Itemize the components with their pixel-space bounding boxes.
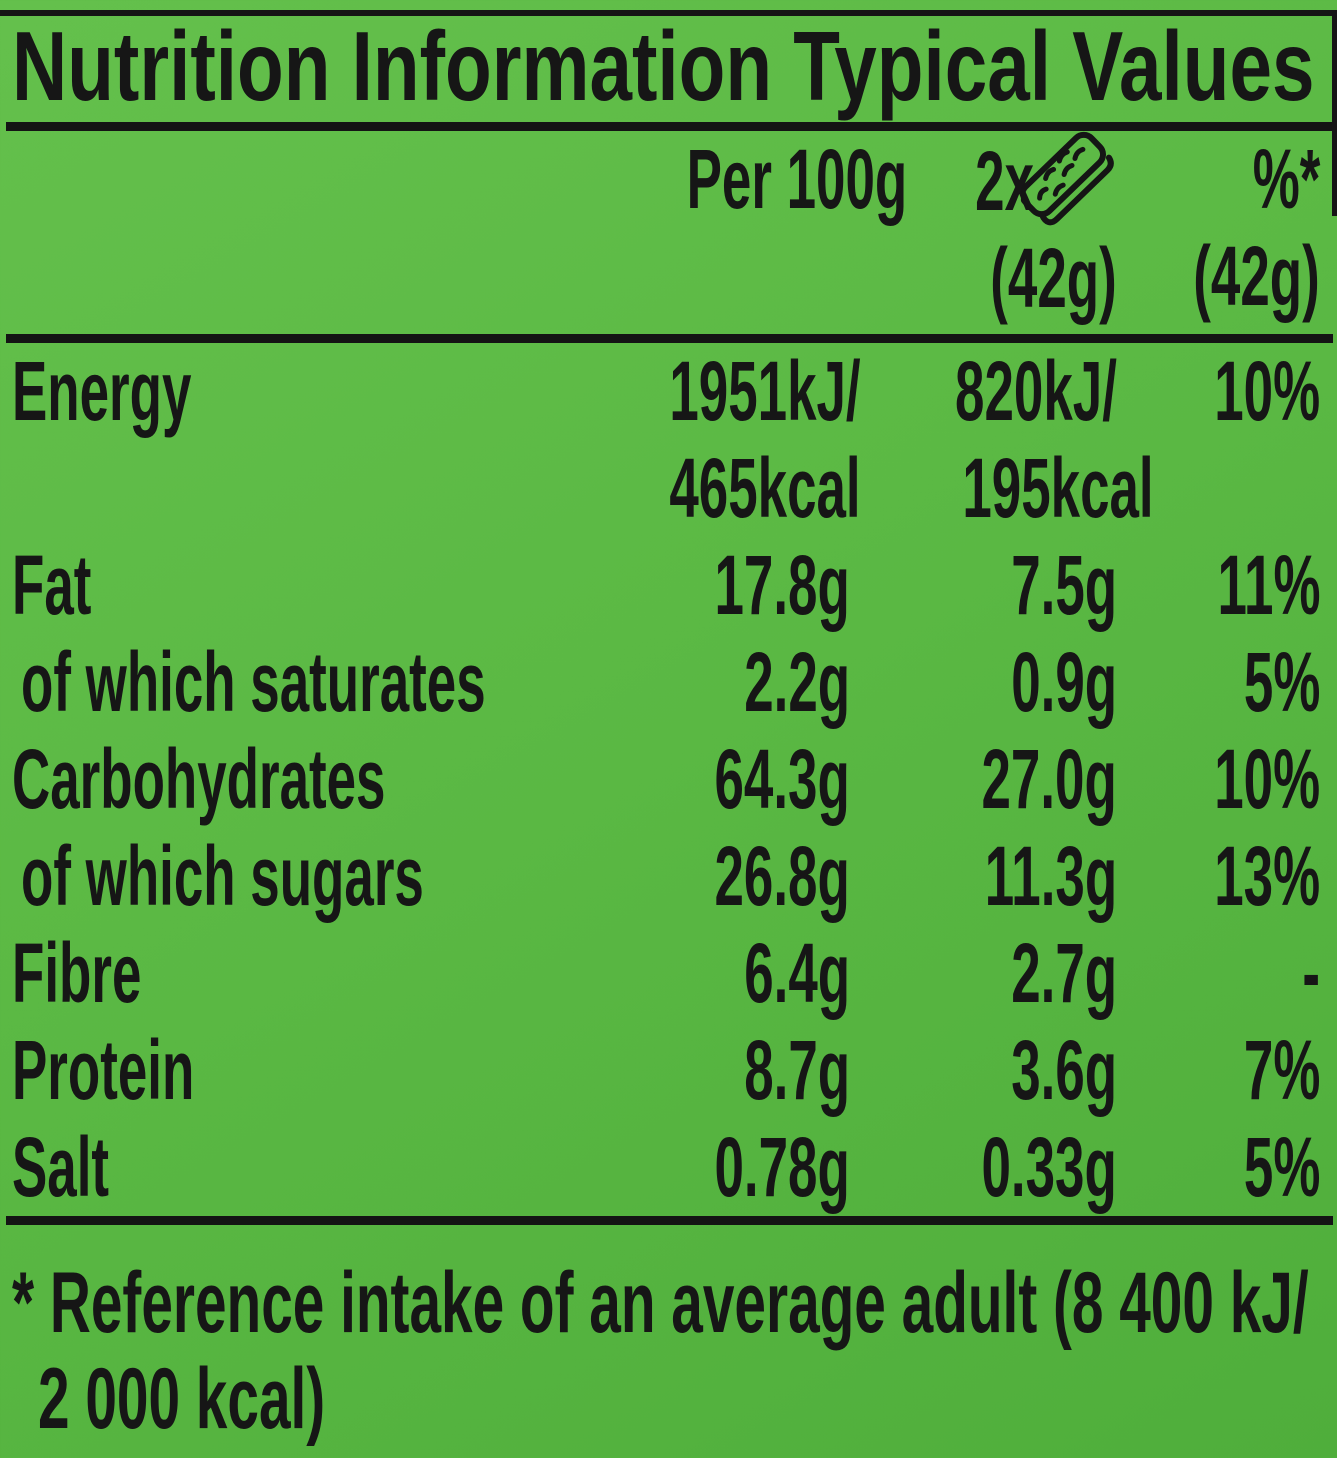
header-serving-prefix: 2x <box>975 134 1049 228</box>
cell-text: 0.33g <box>981 1120 1117 1214</box>
footnote-line2: 2 000 kcal) <box>38 1351 326 1447</box>
cell-text: 26.8g <box>714 829 850 923</box>
cell-text: Energy <box>12 344 192 438</box>
cell-text: Fibre <box>12 926 142 1020</box>
cell-per-serving: 3.6g <box>850 1022 1117 1119</box>
table-row: Carbohydrates 64.3g 27.0g 10% <box>12 731 1320 828</box>
table-row: Energy 1951kJ/465kcal 820kJ/195kcal 10% <box>12 343 1320 537</box>
cell-per-serving: 7.5g <box>850 537 1117 634</box>
cell-per-100g: 6.4g <box>557 925 850 1022</box>
cell-text: 6.4g <box>744 926 850 1020</box>
top-border <box>0 10 1337 16</box>
cell-per-serving: 0.33g <box>850 1119 1117 1216</box>
header-per-100g-label: Per 100g <box>686 132 908 226</box>
cell-text: 13% <box>1214 829 1320 923</box>
cell-label: Energy <box>12 343 557 537</box>
cell-per-serving: 0.9g <box>850 634 1117 731</box>
cell-label: of which saturates <box>12 634 557 731</box>
cell-text: 10% <box>1214 732 1320 826</box>
cell-text: 8.7g <box>744 1023 850 1117</box>
cell-text: 7.5g <box>1011 538 1117 632</box>
cell-label: Protein <box>12 1022 557 1119</box>
cell-per-100g: 26.8g <box>557 828 850 925</box>
cell-per-100g: 1951kJ/465kcal <box>557 343 860 537</box>
rule-under-title <box>6 122 1333 131</box>
cell-text: 7% <box>1243 1023 1320 1117</box>
header-cell-empty <box>12 131 557 327</box>
nutrition-label: Nutrition Information Typical Values Per… <box>0 10 1337 1458</box>
header-cell-per-serving: 2x (42g) <box>850 131 1117 327</box>
table-row: Protein 8.7g 3.6g 7% <box>12 1022 1320 1119</box>
cell-per-100g: 64.3g <box>557 731 850 828</box>
cell-percent: 5% <box>1117 1119 1320 1216</box>
page-title-text: Nutrition Information Typical Values <box>12 11 1315 121</box>
cell-per-serving: 820kJ/195kcal <box>850 343 1154 537</box>
cell-label: Fibre <box>12 925 557 1022</box>
cell-text: 0.78g <box>714 1120 850 1214</box>
header-cell-percent: %* (42g) <box>1117 131 1320 327</box>
cell-label: Salt <box>12 1119 557 1216</box>
cell-text: Salt <box>12 1120 110 1214</box>
cell-text: 5% <box>1243 635 1320 729</box>
cell-text: 2.7g <box>1011 926 1117 1020</box>
cell-percent: 10% <box>1117 343 1320 537</box>
cell-text-line2: 195kcal <box>962 441 1154 535</box>
cell-text: Fat <box>12 538 92 632</box>
cell-text: 10% <box>1214 344 1320 438</box>
cell-percent: 11% <box>1117 537 1320 634</box>
cell-label: of which sugars <box>12 828 557 925</box>
cell-per-100g: 17.8g <box>557 537 850 634</box>
cell-percent: 7% <box>1117 1022 1320 1119</box>
cell-per-100g: 8.7g <box>557 1022 850 1119</box>
cell-text: 820kJ/ <box>955 344 1117 438</box>
footnote: * Reference intake of an average adult (… <box>12 1255 1320 1447</box>
right-border <box>1332 10 1337 216</box>
cell-text: 0.9g <box>1011 635 1117 729</box>
cell-text: 11.3g <box>984 829 1117 923</box>
cell-percent: 13% <box>1117 828 1320 925</box>
cell-per-100g: 2.2g <box>557 634 850 731</box>
table-row: of which saturates 2.2g 0.9g 5% <box>12 634 1320 731</box>
cell-text: 11% <box>1216 538 1320 632</box>
rule-under-header <box>6 334 1333 343</box>
table-row: Fibre 6.4g 2.7g - <box>12 925 1320 1022</box>
header-percent-label: %* <box>1252 132 1320 226</box>
rule-above-footnote <box>6 1216 1333 1225</box>
cell-percent: 10% <box>1117 731 1320 828</box>
cell-text: 5% <box>1243 1120 1320 1214</box>
page-title: Nutrition Information Typical Values <box>12 10 1320 122</box>
snack-bar-icon <box>1019 131 1114 226</box>
nutrition-rows: Energy 1951kJ/465kcal 820kJ/195kcal 10% Fat 1… <box>12 343 1320 1216</box>
cell-text-line2: 465kcal <box>669 441 861 535</box>
cell-text: 1951kJ/ <box>669 344 861 438</box>
cell-text: - <box>1302 926 1320 1020</box>
table-row: Salt 0.78g 0.33g 5% <box>12 1119 1320 1216</box>
cell-text: 2.2g <box>744 635 850 729</box>
cell-text: 27.0g <box>981 732 1117 826</box>
header-serving-group: 2x <box>975 131 1117 230</box>
cell-text: Carbohydrates <box>12 732 386 826</box>
table-row: Fat 17.8g 7.5g 11% <box>12 537 1320 634</box>
cell-per-100g: 0.78g <box>557 1119 850 1216</box>
cell-percent: - <box>1117 925 1320 1022</box>
cell-per-serving: 2.7g <box>850 925 1117 1022</box>
cell-text: 17.8g <box>714 538 850 632</box>
cell-text: of which sugars <box>21 829 424 923</box>
header-serving-weight: (42g) <box>990 231 1117 325</box>
cell-per-serving: 27.0g <box>850 731 1117 828</box>
cell-text: Protein <box>12 1023 195 1117</box>
header-percent-weight: (42g) <box>1193 229 1320 323</box>
cell-label: Carbohydrates <box>12 731 557 828</box>
cell-label: Fat <box>12 537 557 634</box>
cell-text: 64.3g <box>714 732 850 826</box>
cell-text: of which saturates <box>21 635 486 729</box>
table-row: of which sugars 26.8g 11.3g 13% <box>12 828 1320 925</box>
header-row: Per 100g 2x <box>12 131 1320 327</box>
table-header: Per 100g 2x <box>12 131 1320 327</box>
footnote-line1: * Reference intake of an average adult (… <box>12 1255 1309 1351</box>
cell-percent: 5% <box>1117 634 1320 731</box>
cell-per-serving: 11.3g <box>850 828 1117 925</box>
header-cell-per-100g: Per 100g <box>557 131 908 327</box>
cell-text: 3.6g <box>1011 1023 1117 1117</box>
